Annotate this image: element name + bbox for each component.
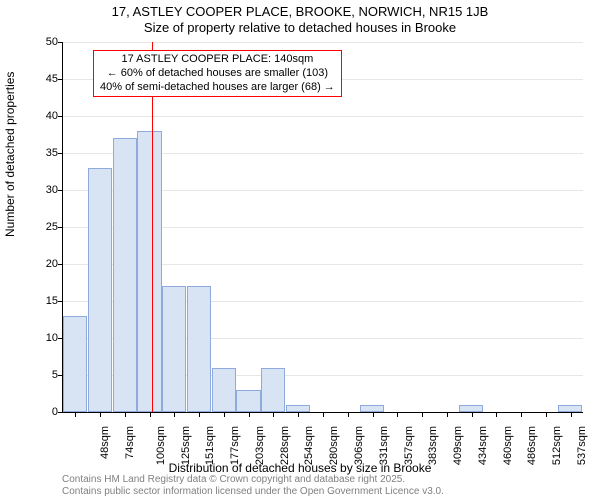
y-tick-label: 35 xyxy=(28,147,58,159)
plot-area: 17 ASTLEY COOPER PLACE: 140sqm← 60% of d… xyxy=(62,42,583,413)
x-tick-label: 434sqm xyxy=(477,426,489,465)
y-tick-label: 10 xyxy=(28,332,58,344)
x-tick-label: 100sqm xyxy=(155,426,167,465)
histogram-bar xyxy=(212,368,236,412)
x-tick-label: 409sqm xyxy=(452,426,464,465)
y-tick-label: 15 xyxy=(28,295,58,307)
histogram-bar xyxy=(137,131,161,412)
y-tick-label: 25 xyxy=(28,221,58,233)
histogram-bar xyxy=(558,405,582,412)
annotation-box: 17 ASTLEY COOPER PLACE: 140sqm← 60% of d… xyxy=(93,50,342,97)
x-tick-label: 125sqm xyxy=(180,426,192,465)
y-tick-label: 40 xyxy=(28,110,58,122)
gridline xyxy=(63,42,583,43)
x-tick-label: 383sqm xyxy=(427,426,439,465)
x-tick-label: 74sqm xyxy=(124,426,136,459)
x-tick-label: 151sqm xyxy=(205,426,217,465)
annotation-line: ← 60% of detached houses are smaller (10… xyxy=(100,67,335,81)
title-main: 17, ASTLEY COOPER PLACE, BROOKE, NORWICH… xyxy=(0,4,600,19)
y-tick-label: 20 xyxy=(28,258,58,270)
histogram-bar xyxy=(286,405,310,412)
histogram-bar xyxy=(88,168,112,412)
x-tick-label: 177sqm xyxy=(229,426,241,465)
x-tick-label: 48sqm xyxy=(99,426,111,459)
footer-line: Contains HM Land Registry data © Crown c… xyxy=(62,474,444,486)
histogram-bar xyxy=(162,286,186,412)
x-axis-label: Distribution of detached houses by size … xyxy=(0,461,600,475)
x-tick-label: 203sqm xyxy=(254,426,266,465)
attribution-footer: Contains HM Land Registry data © Crown c… xyxy=(62,474,444,498)
gridline xyxy=(63,116,583,117)
y-tick-label: 45 xyxy=(28,73,58,85)
y-tick-label: 30 xyxy=(28,184,58,196)
y-tick-label: 50 xyxy=(28,36,58,48)
title-sub: Size of property relative to detached ho… xyxy=(0,20,600,35)
annotation-line: 17 ASTLEY COOPER PLACE: 140sqm xyxy=(100,53,335,67)
x-tick-label: 357sqm xyxy=(403,426,415,465)
x-tick-label: 537sqm xyxy=(576,426,588,465)
histogram-bar xyxy=(459,405,483,412)
histogram-bar xyxy=(360,405,384,412)
histogram-bar xyxy=(63,316,87,412)
x-tick-label: 331sqm xyxy=(378,426,390,465)
x-tick-label: 512sqm xyxy=(551,426,563,465)
x-tick-label: 486sqm xyxy=(526,426,538,465)
histogram-bar xyxy=(261,368,285,412)
histogram-bar xyxy=(113,138,137,412)
x-tick-label: 280sqm xyxy=(328,426,340,465)
reference-line xyxy=(152,42,153,412)
footer-line: Contains public sector information licen… xyxy=(62,486,444,498)
histogram-bar xyxy=(187,286,211,412)
x-tick-label: 306sqm xyxy=(353,426,365,465)
histogram-bar xyxy=(236,390,260,412)
x-tick-label: 254sqm xyxy=(304,426,316,465)
x-tick-label: 460sqm xyxy=(502,426,514,465)
x-tick-label: 228sqm xyxy=(279,426,291,465)
y-tick-label: 5 xyxy=(28,369,58,381)
y-axis-label: Number of detached properties xyxy=(3,72,17,237)
annotation-line: 40% of semi-detached houses are larger (… xyxy=(100,81,335,95)
y-tick-label: 0 xyxy=(28,406,58,418)
